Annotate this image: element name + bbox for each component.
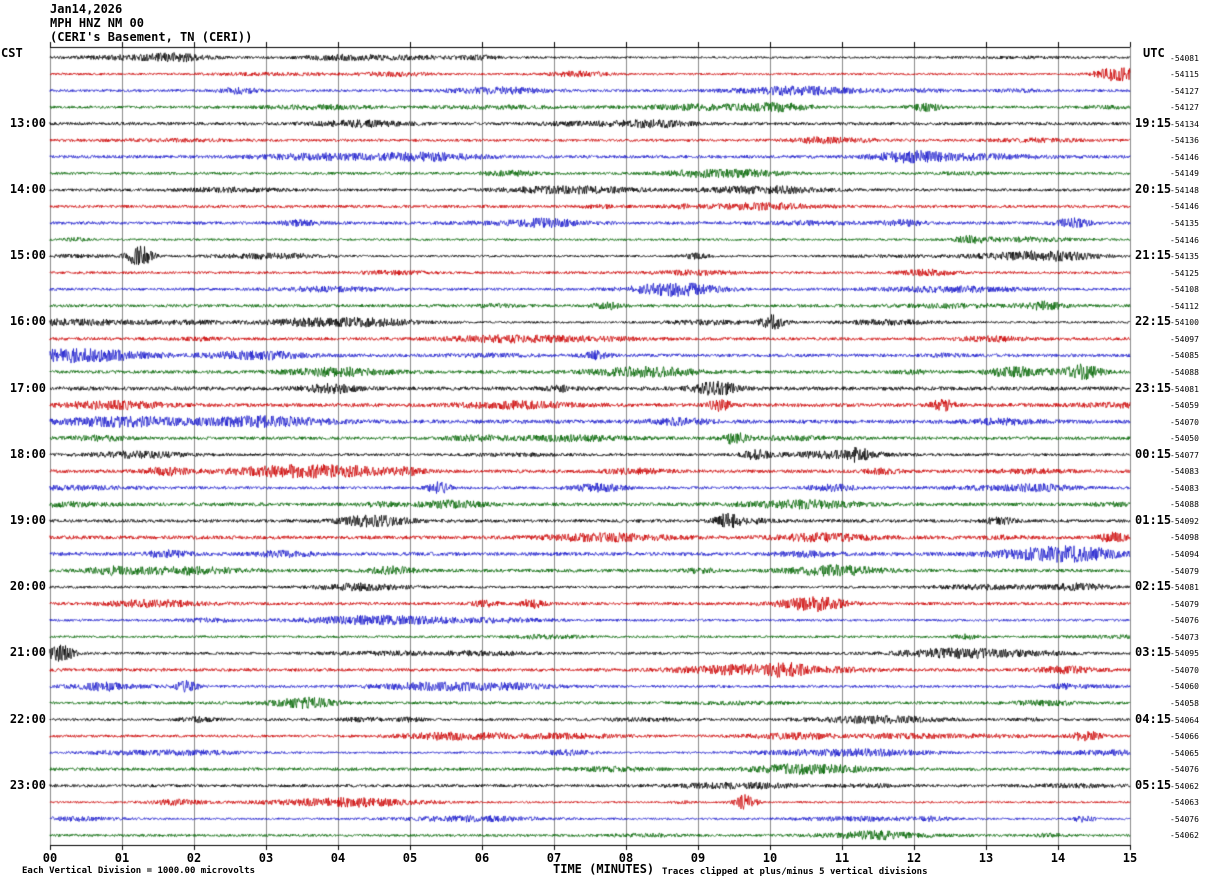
minute-tick-label: 15 [1122,851,1138,865]
header-date: Jan14,2026 [50,2,123,16]
trace-offset-label: -54060 [1170,682,1199,692]
trace-offset-label: -54088 [1170,500,1199,510]
trace-offset-label: -54100 [1170,318,1199,328]
trace-offset-label: -54127 [1170,86,1199,96]
trace-offset-label: -54066 [1170,732,1199,742]
minute-tick-label: 06 [474,851,490,865]
utc-hour-label: 02:15 [1135,579,1172,594]
trace-offset-label: -54076 [1170,765,1199,775]
minute-tick-label: 11 [834,851,850,865]
trace-offset-label: -54081 [1170,583,1199,593]
minute-tick-label: 01 [114,851,130,865]
utc-hour-label: 22:15 [1135,314,1172,329]
vertical-division-note: Each Vertical Division = 1000.00 microvo… [22,866,255,876]
trace-offset-label: -54127 [1170,103,1199,113]
trace-offset-label: -54135 [1170,219,1199,228]
minute-tick-label: 07 [546,851,562,865]
utc-hour-label: 21:15 [1135,248,1172,263]
trace-offset-label: -54062 [1170,781,1199,791]
trace-offset-label: -54098 [1170,533,1199,543]
clip-note: Traces clipped at plus/minus 5 vertical … [662,867,928,877]
trace-offset-label: -54079 [1170,566,1199,576]
trace-offset-label: -54062 [1170,831,1199,841]
utc-hour-label: 01:15 [1135,512,1172,527]
trace-offset-label: -54146 [1170,152,1199,162]
trace-offset-label: -54135 [1170,252,1199,262]
right-timezone-label: UTC [1143,46,1165,60]
utc-hour-label: 05:15 [1135,777,1172,792]
cst-hour-label: 23:00 [9,777,46,792]
utc-hour-label: 03:15 [1135,645,1172,660]
cst-hour-label: 13:00 [9,115,46,130]
trace-offset-label: -54112 [1170,301,1199,311]
cst-hour-label: 16:00 [9,314,46,329]
trace-offset-label: -54065 [1170,748,1199,758]
cst-hour-label: 15:00 [9,248,46,263]
utc-hour-label: 23:15 [1135,380,1172,395]
trace-offset-label: -54076 [1170,814,1199,824]
trace-offset-label: -54146 [1170,235,1199,245]
trace-offset-label: -54134 [1170,119,1199,129]
trace-offset-label: -54125 [1170,268,1199,278]
trace-offset-label: -54092 [1170,516,1199,526]
minute-tick-label: 00 [42,851,58,865]
x-axis-title: TIME (MINUTES) [553,862,655,876]
header-station-location: (CERI's Basement, TN (CERI)) [50,30,253,44]
utc-hour-label: 04:15 [1135,711,1172,726]
trace-offset-label: -54149 [1170,169,1199,179]
cst-hour-label: 21:00 [9,645,46,660]
utc-hour-label: 00:15 [1135,446,1172,461]
trace-offset-label: -54058 [1170,698,1199,708]
trace-offset-label: -54094 [1170,550,1199,559]
trace-offset-label: -54064 [1170,715,1199,725]
trace-offset-label: -54079 [1170,599,1199,609]
trace-offset-label: -54146 [1170,202,1199,212]
utc-hour-label: 20:15 [1135,181,1172,196]
cst-hour-label: 14:00 [9,181,46,196]
left-timezone-label: CST [1,46,23,60]
trace-offset-label: -54095 [1170,649,1199,659]
trace-offset-label: -54115 [1170,70,1199,80]
minute-tick-label: 03 [258,851,274,865]
trace-offset-label: -54085 [1170,351,1199,361]
trace-offset-label: -54081 [1170,384,1199,394]
minute-tick-label: 13 [978,851,994,865]
trace-offset-label: -54088 [1170,367,1199,377]
minute-tick-label: 10 [762,851,778,865]
trace-offset-label: -54148 [1170,185,1199,195]
cst-hour-label: 18:00 [9,446,46,461]
trace-offset-label: -54073 [1170,632,1199,642]
trace-offset-label: -54050 [1170,434,1199,444]
trace-offset-label: -54097 [1170,334,1199,344]
minute-tick-label: 14 [1050,851,1066,865]
trace-offset-label: -54059 [1170,401,1199,411]
trace-offset-label: -54108 [1170,285,1199,295]
trace-offset-label: -54081 [1170,53,1199,63]
cst-hour-label: 17:00 [9,380,46,395]
cst-hour-label: 22:00 [9,711,46,726]
minute-tick-label: 02 [186,851,202,865]
trace-offset-label: -54063 [1170,798,1199,808]
trace-offset-label: -54077 [1170,450,1199,460]
cst-hour-label: 20:00 [9,579,46,594]
minute-tick-label: 08 [618,851,634,865]
trace-offset-label: -54083 [1170,467,1199,477]
trace-offset-label: -54083 [1170,483,1199,493]
minute-tick-label: 05 [402,851,418,865]
minute-tick-label: 09 [690,851,706,865]
cst-hour-label: 19:00 [9,512,46,527]
trace-offset-label: -54076 [1170,616,1199,626]
header-station-id: MPH HNZ NM 00 [50,16,144,30]
trace-offset-label: -54136 [1170,136,1199,146]
trace-offset-label: -54070 [1170,417,1199,427]
utc-hour-label: 19:15 [1135,115,1172,130]
minute-tick-label: 04 [330,851,346,865]
minute-tick-label: 12 [906,851,922,865]
trace-offset-label: -54070 [1170,665,1199,675]
